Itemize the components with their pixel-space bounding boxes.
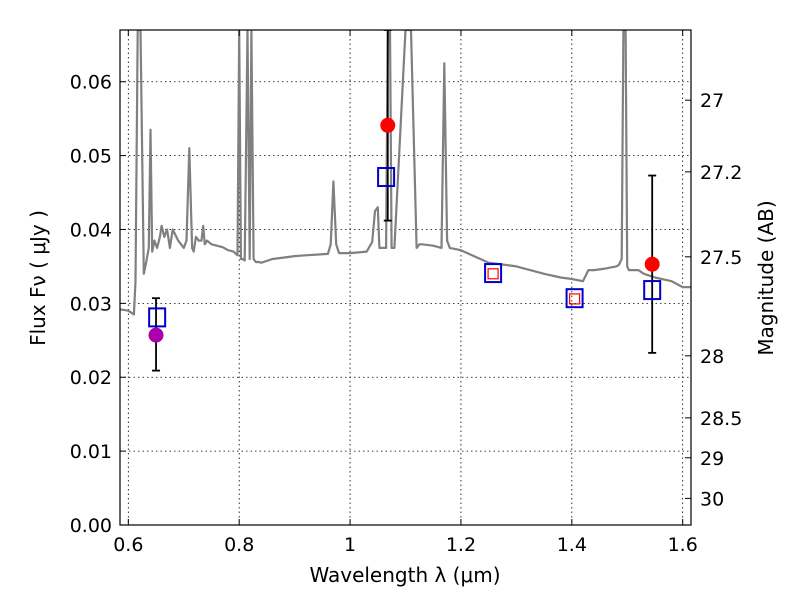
y-tick-label: 0.03 [70, 293, 112, 315]
plot-frame [119, 29, 692, 526]
blue-square-marker [565, 288, 584, 309]
y-tick-label: 0.06 [70, 72, 112, 94]
x-axis-ticks: 0.6 0.8 1 1.2 1.4 1.6 [113, 30, 698, 556]
y-tick-label: 0.00 [70, 515, 112, 537]
blue-square-marker [643, 280, 662, 301]
y-tick-label: 0.04 [70, 219, 112, 241]
x-tick-label: 0.8 [224, 534, 254, 556]
y-tick-label: 0.05 [70, 146, 112, 168]
x-tick-label: 1 [344, 534, 356, 556]
y2-tick-label: 30 [700, 488, 724, 510]
plot-area [120, 30, 691, 372]
red-dot-marker [380, 117, 396, 133]
y-axis-ticks: 0.00 0.01 0.02 0.03 0.04 0.05 0.06 [70, 72, 126, 537]
blue-square-marker [148, 307, 167, 328]
y2-tick-label: 27 [700, 90, 724, 112]
x-tick-label: 1.6 [668, 534, 698, 556]
red-square-marker [487, 268, 499, 280]
x-tick-label: 0.6 [113, 534, 143, 556]
y2-tick-label: 29 [700, 448, 724, 470]
red-dot-marker [644, 256, 660, 272]
x-axis-label: Wavelength λ (μm) [309, 563, 500, 587]
y-tick-label: 0.02 [70, 367, 112, 389]
spectrum-line [120, 30, 691, 316]
y2-tick-label: 28.5 [700, 408, 742, 430]
x-tick-label: 1.4 [557, 534, 587, 556]
red-square-marker [568, 293, 581, 305]
blue-square-marker [377, 167, 396, 188]
y2-axis-label: Magnitude (AB) [754, 200, 778, 355]
y2-axis-ticks: 27 27.2 27.5 28 28.5 29 30 [685, 90, 742, 510]
blue-square-marker [484, 263, 503, 284]
purple-dot-marker [148, 327, 164, 343]
y-tick-label: 0.01 [70, 441, 112, 463]
x-tick-label: 1.2 [446, 534, 476, 556]
y2-tick-label: 27.2 [700, 162, 742, 184]
y2-tick-label: 28 [700, 346, 724, 368]
y2-tick-label: 27.5 [700, 247, 742, 269]
y-axis-label: Flux Fν ( μJy ) [26, 210, 50, 346]
grid-lines [120, 30, 691, 526]
